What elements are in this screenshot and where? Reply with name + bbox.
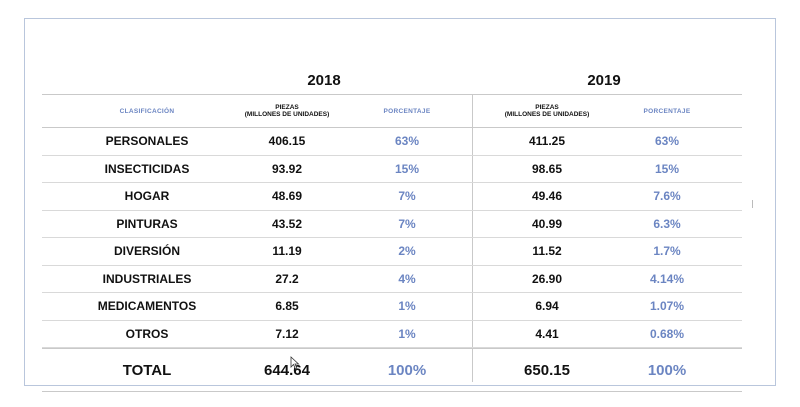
scroll-tick — [752, 200, 753, 208]
header-piezas-2018: PIEZAS (MILLONES DE UNIDADES) — [244, 104, 330, 118]
total-row: TOTAL 644.64 100% 650.15 100% — [42, 348, 742, 392]
column-header-row: CLASIFICACIÓN PIEZAS (MILLONES DE UNIDAD… — [42, 94, 742, 128]
mouse-pointer-icon — [290, 356, 300, 370]
total-piezas-2018: 644.64 — [264, 361, 310, 379]
row-name: INSECTICIDAS — [104, 161, 190, 176]
data-table: 2018 2019 CLASIFICACIÓN PIEZAS (MILLONES… — [42, 72, 742, 392]
piezas-2018: 406.15 — [268, 134, 306, 149]
porcentaje-2018: 1% — [398, 326, 416, 341]
row-name: DIVERSIÓN — [113, 244, 180, 259]
piezas-2018: 27.2 — [275, 271, 299, 286]
table-row: OTROS 7.12 1% 4.41 0.68% — [42, 321, 742, 348]
porcentaje-2018: 7% — [398, 216, 416, 231]
piezas-2019: 11.52 — [532, 244, 562, 259]
total-label: TOTAL — [122, 361, 172, 379]
piezas-2018: 48.69 — [271, 189, 303, 204]
year-2019-heading: 2019 — [587, 72, 621, 89]
porcentaje-2018: 15% — [394, 161, 420, 176]
piezas-2019: 49.46 — [531, 189, 563, 204]
table-row: MEDICAMENTOS 6.85 1% 6.94 1.07% — [42, 293, 742, 321]
piezas-2019: 40.99 — [531, 216, 563, 231]
porcentaje-2019: 7.6% — [653, 189, 681, 204]
row-name: PERSONALES — [105, 134, 189, 149]
slide-frame — [24, 18, 776, 386]
row-name: INDUSTRIALES — [102, 271, 192, 286]
piezas-2019: 6.94 — [535, 299, 559, 314]
porcentaje-2019: 1.07% — [649, 299, 685, 314]
porcentaje-2019: 4.14% — [649, 271, 685, 286]
row-name: HOGAR — [124, 189, 170, 204]
porcentaje-2019: 6.3% — [653, 216, 681, 231]
porcentaje-2018: 4% — [398, 271, 416, 286]
porcentaje-2018: 63% — [394, 134, 420, 149]
header-piezas-2019: PIEZAS (MILLONES DE UNIDADES) — [504, 104, 590, 118]
table-row: HOGAR 48.69 7% 49.46 7.6% — [42, 183, 742, 211]
header-porcentaje-2018: PORCENTAJE — [383, 107, 431, 115]
table-row: INSECTICIDAS 93.92 15% 98.65 15% — [42, 156, 742, 183]
year-header-row: 2018 2019 — [42, 72, 742, 94]
table-row: INDUSTRIALES 27.2 4% 26.90 4.14% — [42, 266, 742, 293]
piezas-2018: 43.52 — [271, 216, 303, 231]
piezas-2018: 7.12 — [275, 326, 299, 341]
total-piezas-2019: 650.15 — [524, 361, 570, 379]
table-body: PERSONALES 406.15 63% 411.25 63% INSECTI… — [42, 128, 742, 392]
year-divider — [472, 94, 473, 382]
table-row: PINTURAS 43.52 7% 40.99 6.3% — [42, 211, 742, 238]
porcentaje-2019: 63% — [654, 134, 680, 149]
table-row: PERSONALES 406.15 63% 411.25 63% — [42, 128, 742, 156]
header-clasificacion: CLASIFICACIÓN — [119, 107, 175, 115]
row-name: PINTURAS — [116, 216, 178, 231]
porcentaje-2018: 7% — [398, 189, 416, 204]
piezas-2018: 93.92 — [271, 161, 303, 176]
piezas-2019: 4.41 — [535, 326, 559, 341]
porcentaje-2019: 1.7% — [653, 244, 681, 259]
piezas-2018: 11.19 — [272, 244, 302, 259]
total-porcentaje-2018: 100% — [387, 361, 427, 379]
porcentaje-2019: 0.68% — [649, 326, 685, 341]
porcentaje-2019: 15% — [654, 161, 680, 176]
piezas-2019: 98.65 — [531, 161, 563, 176]
porcentaje-2018: 1% — [398, 299, 416, 314]
row-name: OTROS — [125, 326, 169, 341]
piezas-2019: 26.90 — [531, 271, 563, 286]
table-row: DIVERSIÓN 11.19 2% 11.52 1.7% — [42, 238, 742, 266]
row-name: MEDICAMENTOS — [97, 299, 197, 314]
piezas-2018: 6.85 — [275, 299, 299, 314]
year-2018-heading: 2018 — [307, 72, 341, 89]
header-porcentaje-2019: PORCENTAJE — [643, 107, 691, 115]
porcentaje-2018: 2% — [398, 244, 416, 259]
total-porcentaje-2019: 100% — [647, 361, 687, 379]
piezas-2019: 411.25 — [528, 134, 566, 149]
